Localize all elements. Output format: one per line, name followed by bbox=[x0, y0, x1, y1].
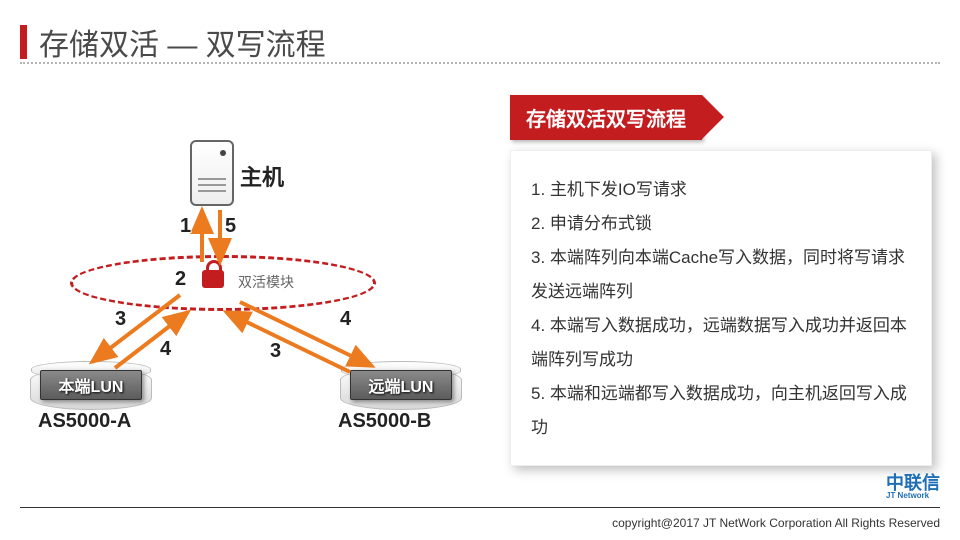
panel-line: 2. 申请分布式锁 bbox=[531, 207, 911, 241]
step-num-5: 5 bbox=[225, 215, 236, 238]
module-label: 双活模块 bbox=[238, 272, 294, 292]
right-device-label: AS5000-B bbox=[338, 410, 431, 433]
panel-body: 1. 主机下发IO写请求 2. 申请分布式锁 3. 本端阵列向本端Cache写入… bbox=[510, 150, 932, 466]
logo-sub: JT Network bbox=[886, 492, 940, 500]
slide-title: 存储双活 — 双写流程 bbox=[20, 20, 940, 64]
step-num-2: 2 bbox=[175, 268, 186, 291]
step-num-4-left: 4 bbox=[160, 338, 171, 361]
title-underline bbox=[20, 62, 940, 64]
panel-line: 3. 本端阵列向本端Cache写入数据，同时将写请求发送远端阵列 bbox=[531, 241, 911, 309]
host-icon bbox=[190, 140, 234, 206]
panel-header: 存储双活双写流程 bbox=[510, 95, 702, 140]
right-lun-badge: 远端LUN bbox=[350, 370, 452, 400]
left-device-label: AS5000-A bbox=[38, 410, 131, 433]
logo-main: 中联信 bbox=[886, 473, 940, 493]
copyright-text: copyright@2017 JT NetWork Corporation Al… bbox=[612, 516, 940, 530]
company-logo: 中联信 JT Network bbox=[886, 474, 940, 500]
panel-header-text: 存储双活双写流程 bbox=[526, 109, 686, 131]
title-accent bbox=[20, 25, 27, 59]
step-num-1: 1 bbox=[180, 215, 191, 238]
step-num-4-right: 4 bbox=[340, 308, 351, 331]
diagram-area: 主机 双活模块 本端LUN AS5000-A 远端LUN AS5000-B 1 … bbox=[20, 90, 490, 470]
footer-line bbox=[20, 507, 940, 508]
panel-line: 1. 主机下发IO写请求 bbox=[531, 173, 911, 207]
panel-line: 5. 本端和远端都写入数据成功，向主机返回写入成功 bbox=[531, 377, 911, 445]
title-text: 存储双活 — 双写流程 bbox=[39, 20, 326, 64]
step-num-3-left: 3 bbox=[115, 308, 126, 331]
panel-line: 4. 本端写入数据成功，远端数据写入成功并返回本端阵列写成功 bbox=[531, 309, 911, 377]
left-lun-badge: 本端LUN bbox=[40, 370, 142, 400]
lock-icon bbox=[202, 270, 224, 288]
host-label: 主机 bbox=[240, 160, 284, 192]
step-num-3-right: 3 bbox=[270, 340, 281, 363]
